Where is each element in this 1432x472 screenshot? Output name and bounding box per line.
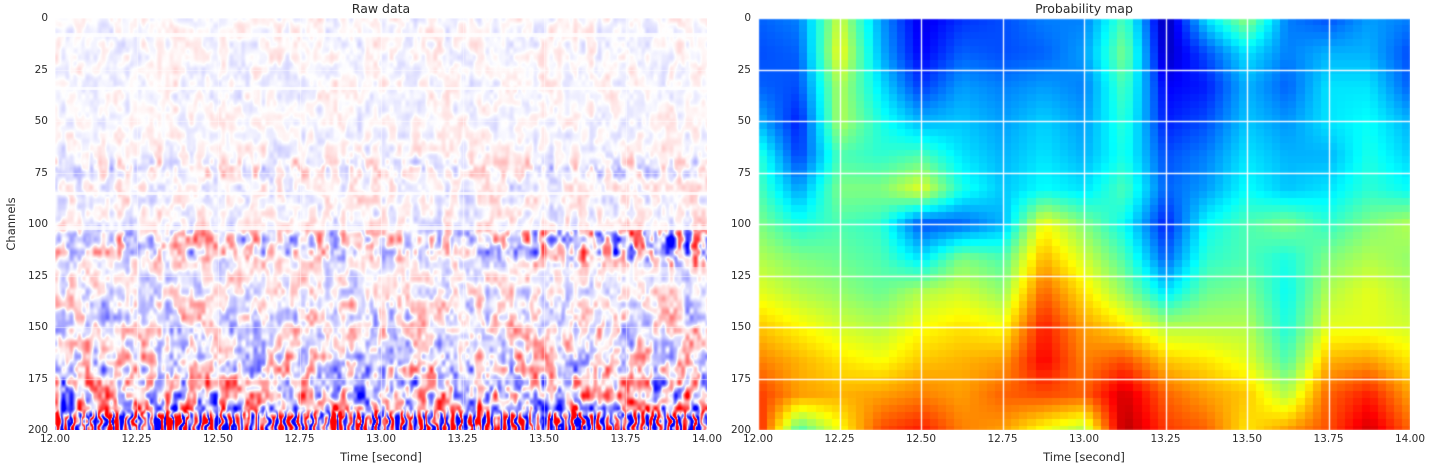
- y-tick-label: 50: [34, 115, 48, 127]
- x-tick-label: 13.75: [610, 433, 641, 445]
- x-tick-label: 13.50: [1231, 433, 1263, 445]
- y-tick-label: 75: [737, 166, 751, 179]
- y-tick-label: 50: [737, 115, 751, 127]
- x-tick-label: 12.00: [39, 433, 71, 445]
- x-tick-label: 12.25: [824, 433, 855, 445]
- x-tick-label: 13.00: [1068, 433, 1100, 445]
- raw-data-plot: Raw data Channels Time [second] 12.00 12.…: [4, 1, 722, 464]
- y-tick-label: 75: [34, 166, 48, 179]
- y-tick-label: 200: [27, 424, 48, 436]
- y-tick-label: 25: [34, 63, 48, 76]
- y-tick-label: 200: [730, 424, 751, 436]
- raw-x-axis-label: Time [second]: [340, 450, 422, 464]
- x-tick-label: 12.50: [202, 433, 234, 445]
- x-tick-label: 12.00: [742, 433, 774, 445]
- raw-heatmap-canvas: [55, 18, 707, 430]
- x-tick-label: 13.00: [365, 433, 397, 445]
- y-tick-label: 150: [27, 321, 48, 333]
- x-tick-label: 12.25: [121, 433, 152, 445]
- y-tick-label: 0: [744, 12, 751, 24]
- x-tick-label: 13.50: [528, 433, 560, 445]
- probability-map-plot: Probability map Time [second] 12.00 12.25…: [731, 1, 1425, 464]
- y-tick-label: 100: [730, 218, 751, 230]
- y-tick-label: 100: [27, 218, 48, 230]
- x-tick-label: 13.25: [447, 433, 478, 445]
- y-tick-label: 125: [27, 269, 48, 282]
- y-tick-label: 25: [737, 63, 751, 76]
- x-tick-label: 12.50: [905, 433, 937, 445]
- y-tick-label: 175: [730, 372, 751, 385]
- x-tick-label: 12.75: [284, 433, 315, 445]
- probability-plot-title: Probability map: [1035, 1, 1133, 16]
- probability-heatmap-canvas: [758, 18, 1410, 430]
- x-tick-label: 14.00: [691, 433, 723, 445]
- x-tick-label: 13.25: [1150, 433, 1181, 445]
- x-tick-label: 12.75: [987, 433, 1018, 445]
- y-tick-label: 125: [730, 269, 751, 282]
- y-tick-label: 150: [730, 321, 751, 333]
- y-tick-label: 175: [27, 372, 48, 385]
- x-tick-label: 14.00: [1394, 433, 1426, 445]
- x-tick-label: 13.75: [1313, 433, 1344, 445]
- raw-plot-title: Raw data: [351, 1, 411, 16]
- probability-x-axis-label: Time [second]: [1043, 450, 1125, 464]
- y-tick-label: 0: [41, 12, 48, 24]
